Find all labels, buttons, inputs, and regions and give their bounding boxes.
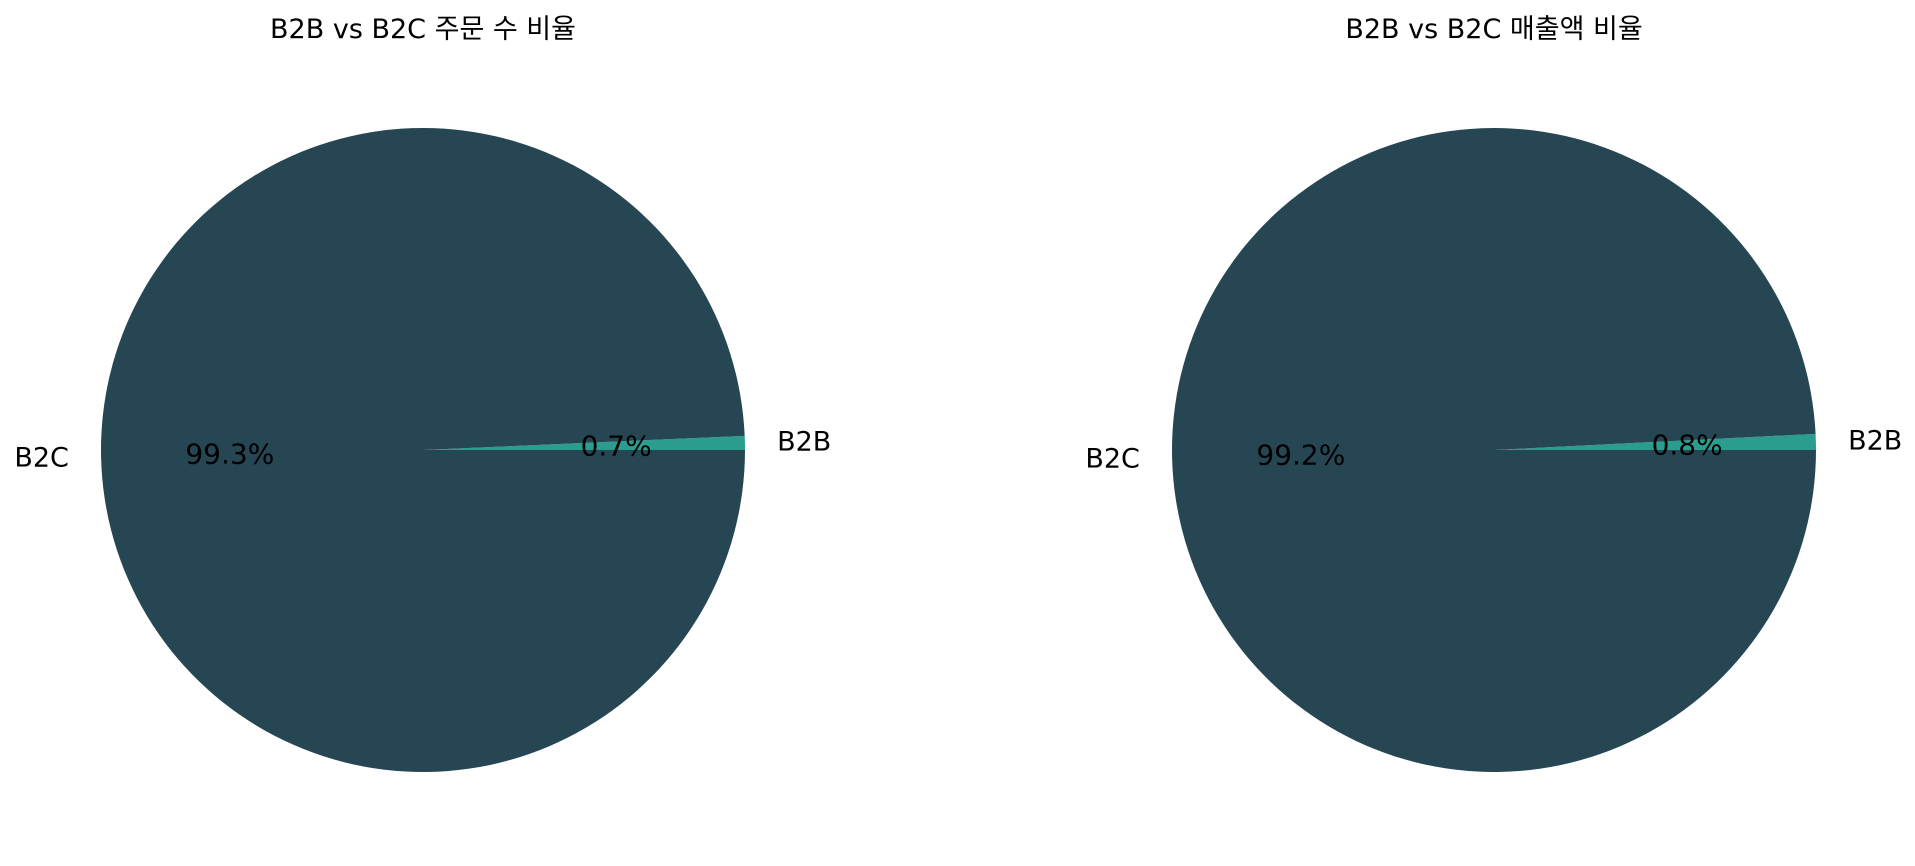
pie-chart-orders: B2B vs B2C 주문 수 비율 B2B 0.7% B2C 99.3% bbox=[14, 14, 831, 772]
pie-slice-b2c bbox=[1172, 128, 1816, 773]
percentage-label: 99.3% bbox=[185, 438, 274, 471]
percentage-label: 99.2% bbox=[1256, 438, 1345, 471]
percentage-label: 0.8% bbox=[1652, 429, 1723, 462]
pie-slice-b2c bbox=[100, 127, 746, 772]
category-label: B2C bbox=[1085, 443, 1140, 474]
pie-slice-b2b bbox=[1494, 433, 1816, 450]
pie-labels: B2B 0.8% B2C 99.2% bbox=[1085, 426, 1902, 475]
category-label: B2B bbox=[1848, 426, 1902, 457]
percentage-label: 0.7% bbox=[581, 429, 652, 462]
category-label: B2C bbox=[14, 442, 69, 473]
pie-labels: B2B 0.7% B2C 99.3% bbox=[14, 427, 831, 474]
chart-title: B2B vs B2C 주문 수 비율 bbox=[270, 14, 576, 45]
pie-slices bbox=[1172, 128, 1816, 773]
pie-chart-revenue: B2B vs B2C 매출액 비율 B2B 0.8% B2C 99.2% bbox=[1085, 14, 1902, 773]
chart-title: B2B vs B2C 매출액 비율 bbox=[1345, 14, 1642, 45]
category-label: B2B bbox=[777, 427, 831, 458]
pie-slice-b2b bbox=[423, 435, 745, 450]
pie-slices bbox=[100, 127, 746, 772]
